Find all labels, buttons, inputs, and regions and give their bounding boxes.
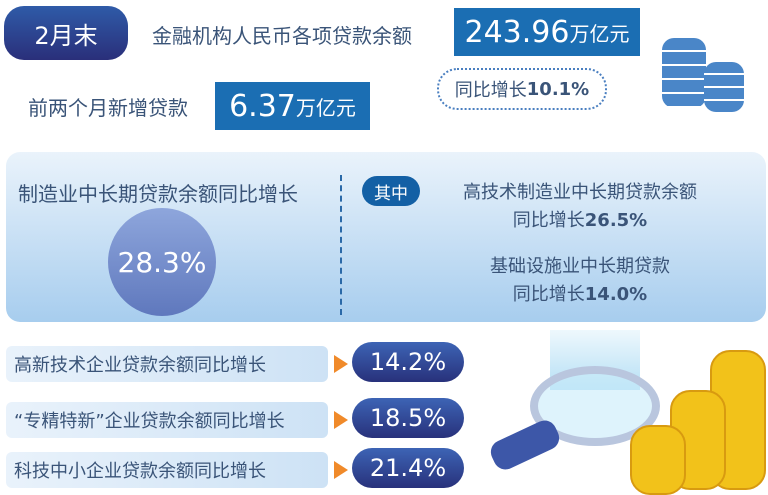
hightech-growth: 同比增长26.5% bbox=[512, 210, 648, 231]
new-loans-value: 6.37 bbox=[229, 88, 296, 124]
loan-balance-unit: 万亿元 bbox=[569, 21, 630, 46]
infra-growth: 同比增长14.0% bbox=[512, 284, 648, 305]
loan-balance-box: 243.96 万亿元 bbox=[454, 8, 640, 56]
row-value-specialized: 18.5% bbox=[352, 398, 464, 438]
yoy-badge: 同比增长 10.1% bbox=[437, 68, 607, 110]
row-value-tech-sme: 21.4% bbox=[352, 448, 464, 488]
arrow-icon bbox=[334, 461, 348, 479]
divider bbox=[340, 175, 342, 315]
manufacturing-value: 28.3% bbox=[108, 208, 216, 316]
hightech-label: 高技术制造业中长期贷款余额 bbox=[463, 182, 697, 203]
manufacturing-label: 制造业中长期贷款余额同比增长 bbox=[18, 182, 298, 206]
row-label-specialized: “专精特新”企业贷款余额同比增长 bbox=[6, 402, 328, 438]
new-loans-label: 前两个月新增贷款 bbox=[28, 96, 188, 120]
yoy-value: 10.1% bbox=[526, 78, 590, 100]
arrow-icon bbox=[334, 411, 348, 429]
loan-balance-value: 243.96 bbox=[464, 14, 570, 50]
row-value-hightech: 14.2% bbox=[352, 342, 464, 382]
infra-label: 基础设施业中长期贷款 bbox=[490, 256, 670, 277]
row-label-tech-sme: 科技中小企业贷款余额同比增长 bbox=[6, 452, 328, 488]
new-loans-box: 6.37 万亿元 bbox=[215, 82, 370, 130]
new-loans-unit: 万亿元 bbox=[295, 95, 356, 120]
arrow-icon bbox=[334, 355, 348, 373]
yoy-label: 同比增长 bbox=[454, 80, 527, 101]
magnifier-coins-illustration bbox=[480, 330, 768, 495]
row-label-hightech: 高新技术企业贷款余额同比增长 bbox=[6, 346, 328, 382]
of-which-badge: 其中 bbox=[362, 176, 420, 206]
loan-balance-label: 金融机构人民币各项贷款余额 bbox=[152, 24, 412, 48]
period-badge: 2月末 bbox=[4, 6, 128, 60]
